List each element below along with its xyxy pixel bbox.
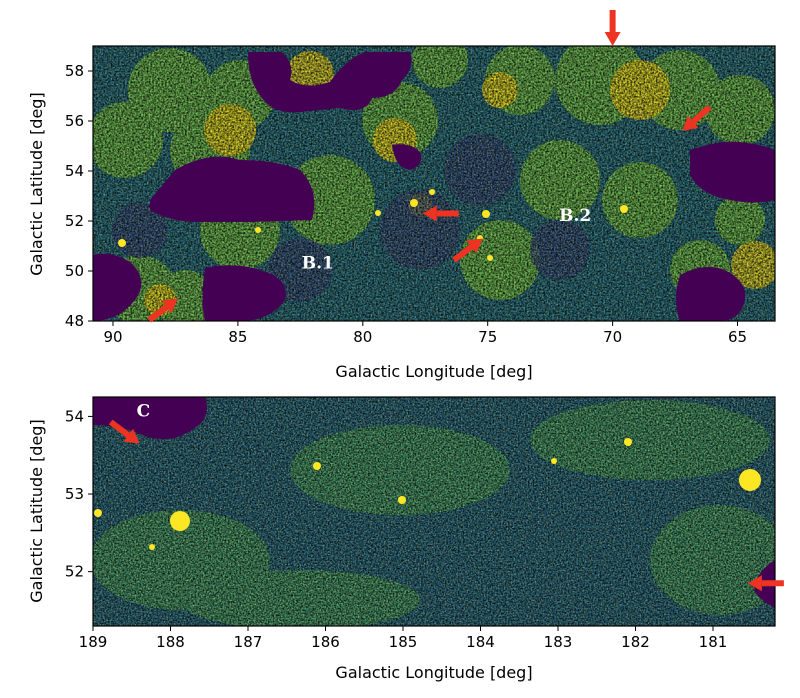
region-label: B.2 [559, 206, 591, 226]
x-tick-label: 70 [603, 328, 622, 346]
red-arrow [604, 10, 621, 46]
x-tick-label: 184 [466, 633, 495, 651]
top-annotations: B.1 B.2 [302, 206, 591, 274]
y-tick-label: 52 [65, 563, 84, 581]
bottom-heatmap [93, 397, 775, 626]
x-tick-label: 65 [728, 328, 747, 346]
x-tick-label: 189 [79, 633, 108, 651]
y-tick-label: 54 [65, 162, 84, 180]
bottom-y-ticks: 52 53 54 [65, 407, 93, 581]
x-tick-label: 186 [311, 633, 340, 651]
top-panel: 90 85 80 75 70 65 48 50 52 54 56 58 Galactic Longi… [27, 10, 776, 381]
y-tick-label: 52 [65, 212, 84, 230]
bottom-arrows [108, 419, 784, 592]
top-heatmap [93, 46, 775, 321]
x-tick-label: 181 [699, 633, 728, 651]
region-label: B.1 [302, 254, 334, 274]
y-tick-label: 58 [65, 62, 84, 80]
red-arrow [422, 205, 459, 222]
red-arrow [147, 298, 178, 323]
bottom-y-axis-label: Galactic Latitude [deg] [27, 419, 46, 602]
top-x-ticks: 90 85 80 75 70 65 [103, 321, 747, 346]
x-tick-label: 75 [478, 328, 497, 346]
y-tick-label: 53 [65, 485, 84, 503]
region-label: C [137, 401, 151, 421]
x-tick-label: 185 [389, 633, 418, 651]
bottom-x-axis-label: Galactic Longitude [deg] [335, 663, 532, 682]
red-arrow [682, 104, 712, 131]
bottom-panel: 189 188 187 186 185 184 183 182 181 52 53 54 Galac… [27, 396, 784, 682]
red-arrow [108, 419, 140, 444]
x-tick-label: 188 [156, 633, 185, 651]
top-x-axis-label: Galactic Longitude [deg] [335, 362, 532, 381]
x-tick-label: 182 [621, 633, 650, 651]
top-arrows [147, 10, 712, 323]
x-tick-label: 80 [353, 328, 372, 346]
x-tick-label: 183 [544, 633, 573, 651]
top-axes-frame [92, 45, 776, 322]
red-arrow [452, 238, 483, 263]
y-tick-label: 54 [65, 407, 84, 425]
red-arrow [747, 575, 784, 592]
x-tick-label: 90 [103, 328, 122, 346]
y-tick-label: 48 [65, 312, 84, 330]
bottom-annotations: C [137, 401, 151, 421]
bottom-axes-frame [92, 396, 776, 627]
x-tick-label: 85 [228, 328, 247, 346]
bottom-x-ticks: 189 188 187 186 185 184 183 182 181 [79, 626, 728, 651]
y-tick-label: 50 [65, 262, 84, 280]
top-y-axis-label: Galactic Latitude [deg] [27, 92, 46, 275]
y-tick-label: 56 [65, 112, 84, 130]
x-tick-label: 187 [234, 633, 263, 651]
top-y-ticks: 48 50 52 54 56 58 [65, 62, 93, 330]
